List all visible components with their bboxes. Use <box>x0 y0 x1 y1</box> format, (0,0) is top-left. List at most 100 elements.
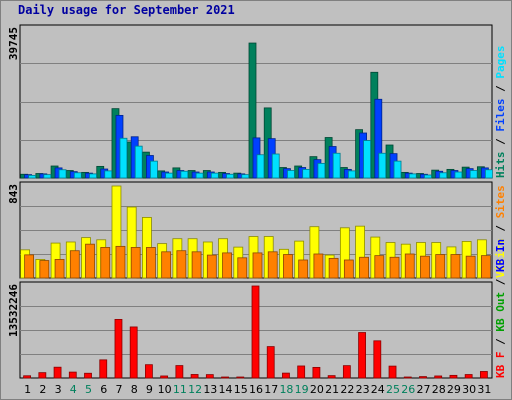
bar-sites <box>389 256 400 279</box>
legend-item-sites: Sites <box>494 185 507 218</box>
x-tick-label: 12 <box>188 383 202 396</box>
bar-sites <box>298 259 309 279</box>
bar-sites <box>404 253 415 279</box>
bar-pages <box>454 171 463 179</box>
bar-sites <box>115 245 126 279</box>
bar-pages <box>287 170 295 179</box>
x-tick-label: 20 <box>310 383 324 396</box>
bar-kb-f <box>327 375 336 379</box>
x-tick-label: 6 <box>100 383 107 396</box>
bar-files <box>374 98 383 179</box>
x-tick-label: 8 <box>131 383 138 396</box>
bar-pages <box>89 173 97 179</box>
bar-pages <box>210 172 219 179</box>
bar-sites <box>39 260 50 279</box>
bar-sites <box>100 247 111 279</box>
bar-kb-f <box>479 371 488 379</box>
legend-separator: / <box>494 332 507 352</box>
x-tick-label: 28 <box>432 383 446 396</box>
bar-kb-f <box>388 365 397 379</box>
bar-sites <box>313 253 324 279</box>
bar-kb-f <box>449 374 458 379</box>
bar-kb-f <box>403 376 412 379</box>
bar-pages <box>73 172 82 179</box>
legend-separator: / <box>494 272 507 292</box>
bar-pages <box>378 152 387 179</box>
x-tick-label: 5 <box>85 383 92 396</box>
bar-sites <box>161 251 172 279</box>
bar-sites <box>85 243 95 279</box>
bar-kb-f <box>464 374 473 379</box>
bar-pages <box>28 174 37 179</box>
bar-kb-f <box>419 376 427 379</box>
x-tick-label: 19 <box>295 383 309 396</box>
bar-pages <box>469 170 478 179</box>
bar-pages <box>195 172 204 179</box>
panel-middle-max-label: 843 <box>7 184 20 204</box>
bar-kb-f <box>38 372 47 379</box>
bar-sites <box>465 255 476 279</box>
bar-pages <box>104 170 113 179</box>
x-tick-label: 27 <box>416 383 430 396</box>
bar-kb-f <box>53 366 62 379</box>
x-tick-label: 26 <box>401 383 415 396</box>
bar-hits <box>248 42 257 179</box>
bar-pages <box>332 152 341 179</box>
bar-kb-f <box>175 365 184 379</box>
bar-pages <box>317 162 326 179</box>
bar-sites <box>359 256 369 279</box>
bar-kb-f <box>114 318 123 379</box>
x-tick-label: 15 <box>234 383 248 396</box>
bar-kb-f <box>358 332 366 379</box>
x-tick-label: 30 <box>462 383 476 396</box>
bar-kb-f <box>282 372 290 379</box>
bar-kb-f <box>297 365 306 379</box>
bar-sites <box>69 250 80 279</box>
panel-top-legend: Hits / Files / Pages <box>494 46 507 179</box>
x-tick-label: 7 <box>115 383 122 396</box>
x-tick-label: 17 <box>264 383 278 396</box>
legend-separator: / <box>494 79 507 99</box>
bar-sites <box>146 247 156 279</box>
bar-sites <box>267 251 278 279</box>
legend-item-kb-out: KB Out <box>494 292 507 332</box>
bar-pages <box>408 173 417 179</box>
bar-pages <box>302 168 311 179</box>
bar-sites <box>450 254 461 279</box>
chart-title: Daily usage for September 2021 <box>18 3 235 17</box>
bar-sites <box>328 257 339 279</box>
bar-kb-f <box>236 376 245 379</box>
bar-pages <box>363 140 371 179</box>
bar-sites <box>374 255 385 279</box>
bar-kb-f <box>23 375 32 379</box>
bar-kb-f <box>160 375 169 379</box>
legend-separator: / <box>494 218 507 238</box>
bar-kb-f <box>84 372 92 379</box>
legend-item-kb-f: KB F <box>494 352 507 379</box>
bar-sites <box>176 250 187 279</box>
x-tick-label: 9 <box>146 383 153 396</box>
bar-sites <box>206 254 217 279</box>
bar-pages <box>58 169 67 179</box>
legend-separator: / <box>494 132 507 152</box>
bar-pages <box>165 172 174 179</box>
bar-pages <box>134 145 143 179</box>
bar-pages <box>439 172 448 179</box>
bar-sites <box>435 254 446 279</box>
x-tick-label: 10 <box>158 383 172 396</box>
bar-kb-f <box>205 374 214 379</box>
bar-sites <box>480 255 491 279</box>
bar-pages <box>393 160 402 179</box>
bar-sites <box>420 255 430 279</box>
bar-kb-f <box>251 285 260 379</box>
x-tick-label: 24 <box>371 383 385 396</box>
bar-kb-f <box>68 371 77 379</box>
bar-kb-f <box>266 346 275 379</box>
bar-sites <box>191 251 202 279</box>
bar-sites <box>252 252 263 279</box>
bar-kb-f <box>190 374 199 379</box>
bar-sites <box>222 252 232 279</box>
x-tick-label: 11 <box>173 383 187 396</box>
bar-kb-f <box>312 366 321 379</box>
legend-item-files: Files <box>494 99 507 132</box>
